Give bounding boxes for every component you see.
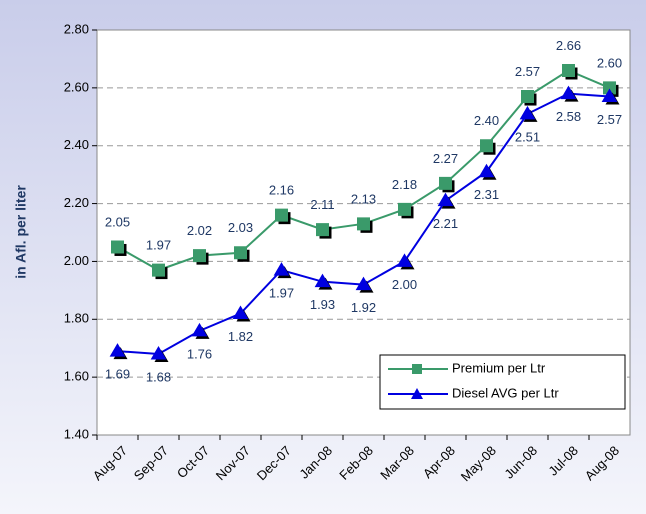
marker [193,249,206,263]
y-tick-label: 2.80 [64,21,89,36]
data-label: 2.40 [474,113,499,128]
marker [439,176,452,190]
marker [355,276,372,291]
y-axis-label: in Afl. per liter [13,185,29,279]
marker [480,139,493,153]
data-label: 2.16 [269,183,294,198]
marker [150,346,167,360]
marker [437,192,454,207]
data-label: 2.51 [515,129,540,144]
data-label: 2.21 [433,216,458,231]
marker [357,217,370,231]
y-tick-label: 2.60 [64,79,89,94]
marker [396,253,413,267]
marker [521,90,534,104]
y-tick-label: 1.40 [64,426,89,441]
data-label: 1.68 [146,369,171,384]
legend-marker [412,364,422,374]
marker [314,273,331,288]
legend-label: Diesel AVG per Ltr [452,385,559,400]
data-label: 2.27 [433,151,458,166]
marker [519,105,536,120]
data-label: 2.13 [351,191,376,206]
marker [601,88,618,103]
data-label: 1.97 [146,238,171,253]
data-label: 1.82 [228,329,253,344]
marker [275,208,288,222]
y-tick-label: 1.60 [64,369,89,384]
marker [560,85,577,100]
y-tick-label: 2.20 [64,195,89,210]
data-label: 2.58 [556,109,581,124]
y-tick-label: 2.40 [64,137,89,152]
data-label: 1.76 [187,346,212,361]
marker [603,81,616,95]
marker [232,305,249,319]
marker [316,223,329,237]
data-label: 1.97 [269,286,294,301]
marker [273,262,290,276]
y-tick-label: 2.00 [64,253,89,268]
data-label: 2.31 [474,187,499,202]
data-label: 2.00 [392,277,417,292]
data-label: 2.57 [597,112,622,127]
data-label: 2.11 [310,197,334,212]
data-label: 2.05 [105,214,130,229]
legend-marker [411,388,423,399]
data-label: 1.69 [105,367,130,382]
marker [398,202,411,216]
data-label: 2.57 [515,64,540,79]
marker [562,64,575,77]
marker [191,322,208,337]
data-label: 2.60 [597,55,622,70]
marker [152,263,165,277]
data-label: 1.92 [351,300,376,315]
data-label: 2.66 [556,38,581,53]
data-label: 1.93 [310,297,335,312]
data-label: 2.02 [187,223,212,238]
marker [478,163,495,178]
data-label: 2.18 [392,177,417,192]
marker [111,240,124,254]
y-tick-label: 1.80 [64,311,89,326]
marker [234,246,247,260]
legend-label: Premium per Ltr [452,360,546,375]
marker [109,343,126,357]
data-label: 2.03 [228,220,253,235]
